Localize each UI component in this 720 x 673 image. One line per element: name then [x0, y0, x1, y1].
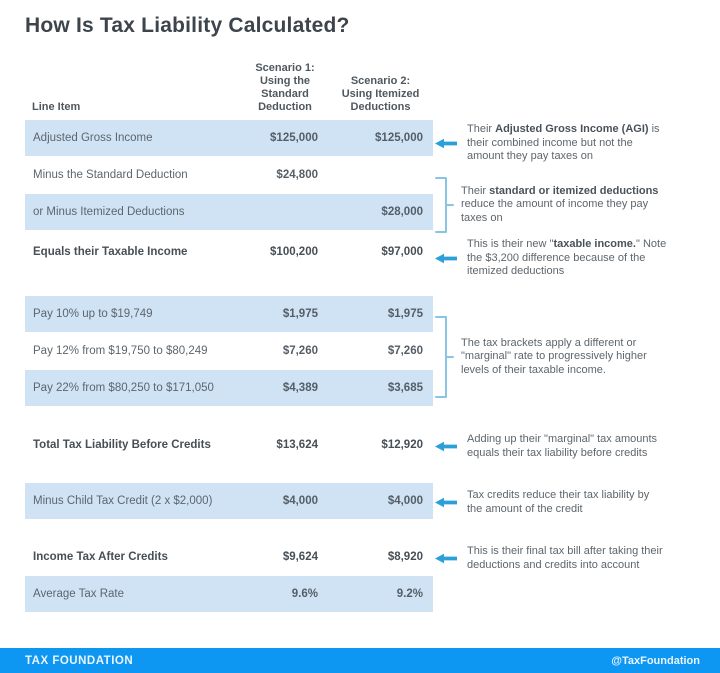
annotation-text: This is their final tax bill after takin… [467, 545, 663, 571]
scenario2-value: $97,000 [381, 245, 423, 258]
line-item-label: Pay 12% from $19,750 to $80,249 [33, 344, 208, 357]
page-title: How Is Tax Liability Calculated? [25, 14, 350, 37]
line-item-label: Average Tax Rate [33, 587, 124, 600]
line-item-label: Pay 10% up to $19,749 [33, 307, 153, 320]
arrow-left-icon [434, 496, 458, 509]
line-item-label: Minus Child Tax Credit (2 x $2,000) [33, 494, 213, 507]
table-row: or Minus Itemized Deductions $28,000 [25, 193, 433, 230]
scenario1-value: $1,975 [282, 307, 318, 320]
arrow-left-icon [434, 137, 458, 150]
line-item-label: Equals their Taxable Income [33, 245, 188, 258]
brand-logo-text: TAX FOUNDATION [25, 654, 134, 667]
annotation-taxable-income: This is their new "taxable income." Note… [434, 238, 712, 279]
scenario2-value: 9.2% [396, 587, 423, 600]
scenario2-value: $125,000 [375, 131, 423, 144]
annotation-text: Their Adjusted Gross Income (AGI) is the… [467, 123, 660, 162]
scenario1-value: 9.6% [291, 587, 318, 600]
footer-bar: TAX FOUNDATION @TaxFoundation [0, 648, 720, 673]
scenario1-value: $4,389 [282, 381, 318, 394]
arrow-left-icon [434, 440, 458, 453]
table-row: Total Tax Liability Before Credits $13,6… [25, 427, 433, 463]
annotation-tax-brackets: The tax brackets apply a different or "m… [434, 316, 712, 398]
line-item-label: Total Tax Liability Before Credits [33, 438, 211, 451]
line-item-label: Income Tax After Credits [33, 550, 168, 563]
scenario1-value: $13,624 [276, 438, 318, 451]
annotation-text: Tax credits reduce their tax liability b… [467, 489, 650, 515]
scenario2-value: $1,975 [387, 307, 423, 320]
column-header-scenario1: Scenario 1: Using the Standard Deduction [255, 62, 315, 113]
scenario2-value: $3,685 [387, 381, 423, 394]
bracket-icon [434, 177, 454, 233]
table-row: Adjusted Gross Income $125,000 $125,000 [25, 119, 433, 156]
table-row: Pay 22% from $80,250 to $171,050 $4,389 … [25, 369, 433, 406]
column-header-line-item: Line Item [32, 100, 81, 113]
table-header-row: Line Item Scenario 1: Using the Standard… [25, 62, 433, 120]
table-row: Minus the Standard Deduction $24,800 [25, 157, 433, 193]
annotation-final-tax-bill: This is their final tax bill after takin… [434, 545, 712, 572]
scenario1-value: $7,260 [282, 344, 318, 357]
scenario2-value: $12,920 [381, 438, 423, 451]
arrow-left-icon [434, 552, 458, 565]
scenario2-value: $4,000 [387, 494, 423, 507]
scenario1-value: $4,000 [282, 494, 318, 507]
twitter-handle: @TaxFoundation [611, 654, 700, 667]
table-row: Pay 10% up to $19,749 $1,975 $1,975 [25, 295, 433, 332]
annotation-deductions: Their standard or itemized deductions re… [434, 177, 712, 233]
scenario1-value: $24,800 [276, 168, 318, 181]
line-item-label: Minus the Standard Deduction [33, 168, 188, 181]
table-row: Pay 12% from $19,750 to $80,249 $7,260 $… [25, 333, 433, 369]
bracket-icon [434, 316, 454, 398]
table-row: Equals their Taxable Income $100,200 $97… [25, 234, 433, 270]
line-item-label: Adjusted Gross Income [33, 131, 153, 144]
annotation-text: Their standard or itemized deductions re… [461, 184, 659, 224]
scenario1-value: $9,624 [282, 550, 318, 563]
scenario2-value: $8,920 [387, 550, 423, 563]
scenario1-value: $100,200 [270, 245, 318, 258]
tax-table: Line Item Scenario 1: Using the Standard… [25, 62, 433, 613]
arrow-left-icon [434, 252, 458, 265]
annotation-text: This is their new "taxable income." Note… [467, 238, 667, 277]
annotation-text: Adding up their "marginal" tax amounts e… [467, 433, 658, 459]
column-header-scenario2: Scenario 2: Using Itemized Deductions [341, 74, 420, 113]
table-row: Minus Child Tax Credit (2 x $2,000) $4,0… [25, 482, 433, 519]
table-row: Average Tax Rate 9.6% 9.2% [25, 575, 433, 612]
annotation-text: The tax brackets apply a different or "m… [461, 336, 647, 376]
table-row: Income Tax After Credits $9,624 $8,920 [25, 539, 433, 575]
annotation-tax-credits: Tax credits reduce their tax liability b… [434, 489, 712, 516]
scenario1-value: $125,000 [270, 131, 318, 144]
line-item-label: or Minus Itemized Deductions [33, 205, 185, 218]
annotation-agi: Their Adjusted Gross Income (AGI) is the… [434, 123, 712, 164]
scenario2-value: $28,000 [381, 205, 423, 218]
scenario2-value: $7,260 [387, 344, 423, 357]
line-item-label: Pay 22% from $80,250 to $171,050 [33, 381, 214, 394]
annotation-liability-before-credits: Adding up their "marginal" tax amounts e… [434, 433, 712, 460]
